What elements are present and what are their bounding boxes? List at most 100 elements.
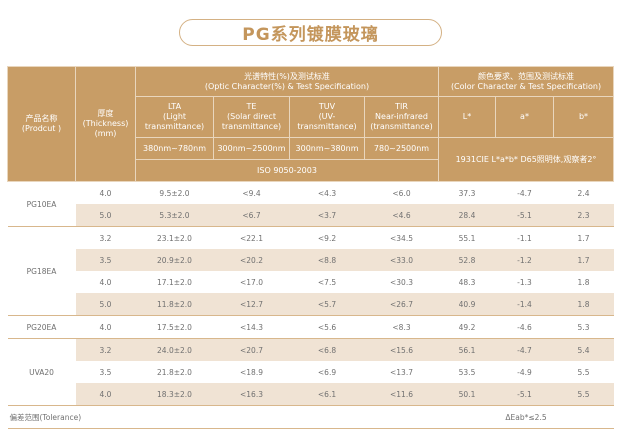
table-cell: -1.4 [495, 293, 554, 316]
table-cell: <20.2 [213, 249, 290, 271]
color-column-header: a* [495, 96, 554, 138]
wavelength-range: 300nm~2500nm [213, 137, 290, 160]
table-cell: 4.0 [75, 383, 136, 406]
header-line: TE [246, 102, 257, 111]
table-row: PG10EA 4.0 9.5±2.0 <9.4 <4.3 <6.0 37.3 -4.7 2.4 [7, 181, 614, 227]
table-cell: -4.7 [495, 338, 554, 361]
table-cell: -4.6 [495, 315, 554, 339]
table-cell: 2.3 [553, 204, 614, 227]
table-cell: 4.0 [75, 315, 136, 339]
optic-column-header: TE (Solar direct transmittance) [213, 96, 290, 138]
table-cell: <20.7 [213, 338, 290, 361]
table-cell: 50.1 [438, 383, 496, 406]
table-cell: <18.9 [240, 367, 263, 377]
table-cell: 40.9 [438, 293, 496, 316]
table-cell: 23.1±2.0 [135, 226, 214, 249]
table-cell: <6.9 [317, 367, 337, 377]
table-cell: <3.7 [289, 204, 365, 227]
table-cell: 49.2 [438, 315, 496, 339]
table-row: PG18EA 3.2 23.1±2.0 <22.1 <9.2 <34.5 55.1 -1.1 1… [7, 226, 614, 316]
table-cell: 5.4 [553, 338, 614, 361]
table-cell: -5.1 [495, 383, 554, 406]
table-cell: 5.3±2.0 [135, 204, 214, 227]
header-line: transmittance) [144, 122, 205, 131]
table-cell: 11.8±2.0 [135, 293, 214, 316]
header-line: (Light [162, 112, 187, 121]
table-cell: 1.8 [577, 277, 590, 287]
table-cell: <8.3 [364, 315, 439, 339]
table-cell: 53.5 [458, 367, 476, 377]
table-cell: 3.5 [75, 249, 136, 271]
table-cell: <12.7 [213, 293, 290, 316]
table-cell: <6.0 [392, 188, 411, 198]
table-cell: 28.4 [438, 204, 496, 227]
product-name: PG20EA [7, 315, 76, 339]
header-line: (Thickness) [82, 119, 129, 128]
table-cell: 56.1 [438, 338, 496, 361]
table-cell: 2.4 [577, 188, 590, 198]
table-cell: <6.1 [289, 383, 365, 406]
product-header: 产品名称 (Prodcut ) [7, 66, 76, 182]
table-cell: <7.5 [317, 277, 337, 287]
table-cell: 17.5±2.0 [135, 315, 214, 339]
table-row: PG20EA 4.0 17.5±2.0 <14.3 <5.6 <8.3 49.2 -4.6 5.… [7, 315, 614, 339]
title-badge: PG系列镀膜玻璃 [179, 19, 442, 46]
header-line: LTA [167, 102, 182, 111]
table-cell: 18.3±2.0 [135, 383, 214, 406]
table-cell: <34.5 [364, 226, 439, 249]
optic-column-header: TUV (UV-transmittance) [289, 96, 365, 138]
table-cell: <26.7 [364, 293, 439, 316]
header-line: 厚度 [97, 109, 114, 118]
spec-table: 产品名称 (Prodcut ) 厚度 (Thickness) (mm) 光谱特性(%)… [7, 66, 615, 429]
color-column-header: b* [552, 96, 615, 138]
header-line: transmittance) [297, 122, 357, 131]
table-cell: 4.0 [99, 277, 112, 287]
table-cell: <13.7 [390, 367, 413, 377]
table-row: UVA20 3.2 24.0±2.0 <20.7 <6.8 <15.6 56.1 -4.7 5.… [7, 338, 614, 406]
table-cell: 1.8 [553, 293, 614, 316]
table-cell: <5.6 [289, 315, 365, 339]
table-cell: 37.3 [458, 188, 476, 198]
table-cell: 1.7 [553, 226, 614, 249]
table-cell: <33.0 [364, 249, 439, 271]
table-cell: <22.1 [213, 226, 290, 249]
color-column-header: L* [438, 96, 496, 138]
page-title: PG系列镀膜玻璃 [242, 25, 379, 45]
table-cell: 3.2 [75, 226, 136, 249]
table-row: 3.5 20.9±2.0 <20.2 <8.8 <33.0 52.8 -1.2 1.7 [8, 249, 614, 271]
table-cell: <16.3 [213, 383, 290, 406]
table-cell: 21.8±2.0 [157, 367, 192, 377]
table-row: 4.0 17.1±2.0 <17.0 <7.5 <30.3 48.3 -1.3 1.8 [8, 271, 614, 293]
header-line: 产品名称 [25, 114, 58, 123]
table-cell: <15.6 [364, 338, 439, 361]
product-name: UVA20 [7, 338, 76, 406]
table-cell: 55.1 [438, 226, 496, 249]
header-line: TIR [395, 102, 408, 111]
table-cell: 3.2 [75, 338, 136, 361]
header-line: (Optic Character(%) & Test Specification… [204, 81, 370, 91]
table-row: 5.0 5.3±2.0 <6.7 <3.7 <4.6 28.4 -5.1 2.3 [8, 204, 614, 227]
table-cell: -1.2 [495, 249, 554, 271]
table-cell: 52.8 [438, 249, 496, 271]
table-cell: <30.3 [390, 277, 413, 287]
table-cell: -5.1 [495, 204, 554, 227]
table-cell: 9.5±2.0 [159, 188, 190, 198]
optic-standard: ISO 9050-2003 [135, 159, 439, 182]
table-cell: <11.6 [364, 383, 439, 406]
table-cell: <9.4 [242, 188, 261, 198]
table-cell: <4.6 [364, 204, 439, 227]
wavelength-range: 380nm~780nm [135, 137, 214, 160]
header-line: (transmittance) [370, 122, 433, 131]
optic-column-header: TIR Near-infrared (transmittance) [364, 96, 439, 138]
table-cell: -1.3 [517, 277, 532, 287]
table-cell: <8.8 [289, 249, 365, 271]
table-cell: 3.5 [99, 367, 112, 377]
header-line: (Prodcut ) [21, 124, 62, 133]
header-line: (Solar direct [227, 112, 276, 121]
table-cell: <9.2 [289, 226, 365, 249]
thickness-header: 厚度 (Thickness) (mm) [75, 66, 136, 182]
color-standard: 1931CIE L*a*b* D65照明体,观察者2° [437, 137, 615, 182]
wavelength-range: 300nm~380nm [289, 137, 365, 160]
table-cell: 48.3 [458, 277, 476, 287]
table-cell: <5.7 [289, 293, 365, 316]
